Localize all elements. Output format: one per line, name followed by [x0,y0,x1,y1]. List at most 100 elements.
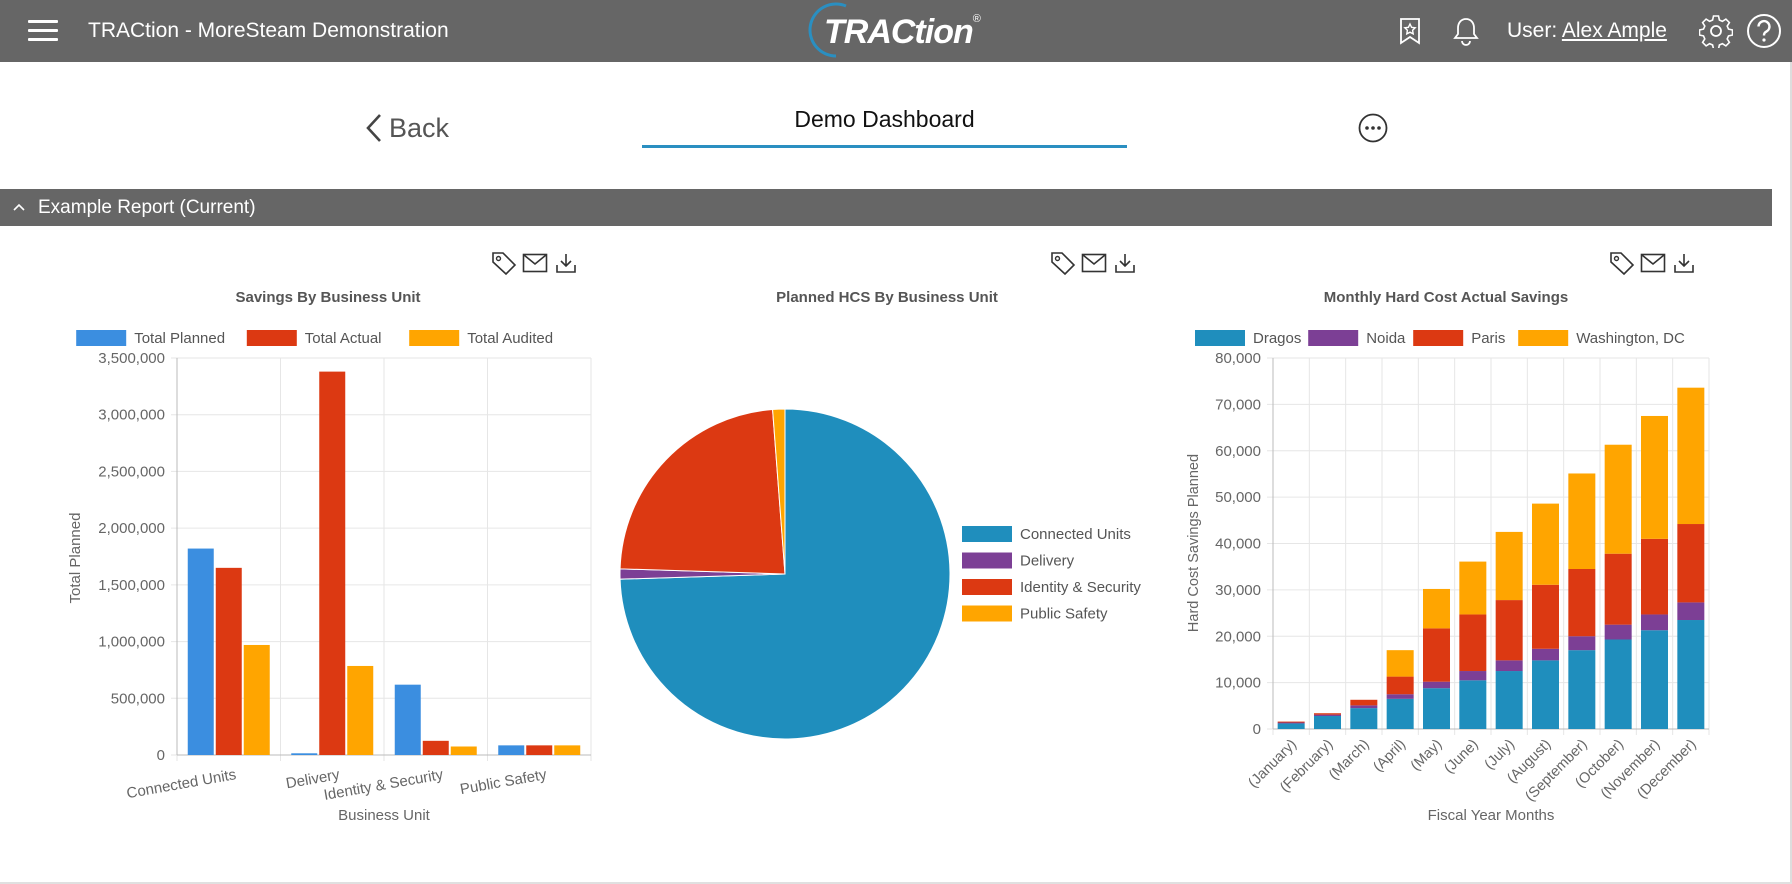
stacked-bar-segment [1495,600,1523,661]
pie-slice [619,408,786,575]
legend-swatch [962,605,1012,622]
stacked-bar-segment [1423,588,1450,629]
legend-label: Connected Units [1020,526,1131,543]
legend-swatch [246,330,297,346]
stacked-bar-segment [1677,602,1705,621]
tag-icon[interactable] [1608,249,1636,277]
x-tick-label: (April) [1370,737,1409,776]
stacked-bar-segment [1495,531,1523,601]
stacked-bar-segment [1350,699,1378,706]
more-options-icon[interactable] [1358,113,1388,143]
frame-border-right [1790,62,1792,884]
stacked-bar-segment [1641,415,1668,539]
stacked-bar-segment [1386,650,1414,677]
stacked-bar-segment [1532,584,1559,649]
legend-label: Delivery [1020,553,1075,570]
stacked-bar-segment [1495,671,1523,729]
legend-label: Noida [1366,330,1406,347]
legend-swatch [1413,330,1464,346]
stacked-bar-segment [1604,639,1632,729]
stacked-bar-segment [1641,630,1668,729]
legend-label: Washington, DC [1576,330,1685,347]
stacked-bar-segment [1459,671,1487,681]
user-name-link[interactable]: Alex Ample [1561,19,1667,42]
report-section-header[interactable]: Example Report (Current) [0,189,1772,226]
y-tick-label: 0 [157,747,165,764]
x-tick-label: (June) [1441,737,1481,777]
bar [554,745,581,755]
stacked-bar-segment [1532,660,1559,729]
stacked-bar-segment [1277,722,1305,724]
legend-swatch [962,526,1012,542]
legend-label: Paris [1471,330,1505,347]
legend-label: Total Planned [134,330,225,347]
mail-icon[interactable] [1080,249,1108,277]
legend-label: Dragos [1253,330,1301,347]
mail-icon[interactable] [1639,249,1667,277]
y-tick-label: 40,000 [1215,536,1261,553]
stacked-bar-segment [1386,698,1414,729]
stacked-bar-segment [1568,650,1596,729]
stacked-bar-segment [1641,614,1668,631]
stacked-bar-segment [1459,680,1487,729]
stacked-bar-segment [1386,694,1414,699]
y-tick-label: 1,000,000 [98,634,165,651]
stacked-bar-segment [1314,716,1341,729]
y-tick-label: 3,000,000 [98,407,165,424]
x-axis-title: Fiscal Year Months [1428,807,1555,824]
download-icon[interactable] [552,249,580,277]
y-tick-label: 10,000 [1215,675,1261,692]
x-tick-label: Identity & Security [322,766,444,804]
legend-swatch [76,330,127,346]
y-axis-title: Total Planned [67,513,84,604]
stacked-bar-segment [1277,723,1305,729]
back-label: Back [389,112,450,143]
mail-icon[interactable] [521,249,549,277]
bar [422,740,449,755]
y-tick-label: 2,500,000 [98,463,165,480]
legend-label: Public Safety [1020,606,1108,623]
legend-swatch [962,579,1012,595]
y-tick-label: 30,000 [1215,582,1261,599]
download-icon[interactable] [1670,249,1698,277]
help-icon[interactable] [1746,13,1782,49]
report-section-title: Example Report (Current) [38,197,256,218]
stacked-bar-segment [1532,648,1559,661]
bar [526,745,553,755]
bar [498,745,525,755]
gear-icon[interactable] [1698,13,1734,49]
stacked-bar-segment [1677,524,1705,603]
stacked-bar-segment [1677,387,1705,525]
bar [215,567,242,755]
download-icon[interactable] [1111,249,1139,277]
stacked-bar-segment [1568,636,1596,651]
x-tick-label: (March) [1326,737,1373,784]
stacked-bar-segment [1495,660,1523,672]
stacked-bar-segment [1459,561,1487,615]
user-info: User: Alex Ample [1507,19,1667,43]
stacked-bar-segment [1386,676,1414,695]
traction-logo[interactable]: TRACtion® [806,2,991,60]
y-tick-label: 60,000 [1215,443,1261,460]
chart-title: Savings By Business Unit [235,289,420,306]
x-tick-label: Public Safety [459,766,549,798]
chart-title: Planned HCS By Business Unit [776,289,998,306]
dashboard-title[interactable]: Demo Dashboard [794,106,975,132]
stacked-bar-segment [1314,714,1341,717]
menu-icon[interactable] [28,18,60,44]
bell-icon[interactable] [1448,13,1484,49]
bar [243,644,270,755]
stacked-bar-segment [1568,569,1596,637]
back-button[interactable]: Back [365,110,449,146]
bar [347,665,374,755]
tag-icon[interactable] [490,249,518,277]
favorites-icon[interactable] [1392,13,1428,49]
legend-swatch [409,330,460,346]
x-axis-title: Business Unit [338,807,431,824]
stacked-bar-segment [1350,705,1378,709]
bar [187,548,214,755]
y-tick-label: 20,000 [1215,628,1261,645]
tag-icon[interactable] [1049,249,1077,277]
stacked-bar-segment [1604,553,1632,625]
